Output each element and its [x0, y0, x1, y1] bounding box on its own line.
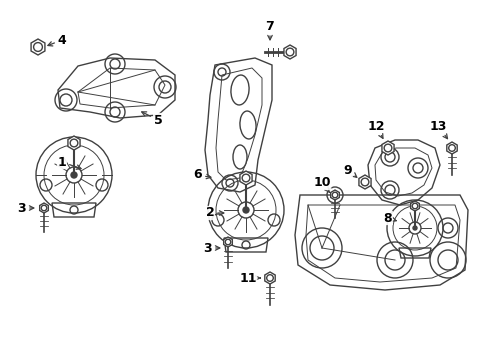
Text: 5: 5 — [142, 112, 162, 126]
Circle shape — [242, 174, 249, 182]
Text: 2: 2 — [205, 207, 224, 220]
Text: 10: 10 — [313, 176, 330, 192]
Text: 1: 1 — [58, 156, 81, 169]
Circle shape — [384, 144, 391, 152]
Circle shape — [34, 42, 42, 51]
Circle shape — [266, 275, 273, 281]
Circle shape — [71, 172, 77, 178]
Ellipse shape — [230, 75, 248, 105]
Ellipse shape — [232, 145, 246, 169]
Ellipse shape — [240, 111, 256, 139]
Text: 9: 9 — [343, 163, 356, 177]
Text: 3: 3 — [203, 242, 220, 255]
Circle shape — [361, 178, 368, 186]
Text: 6: 6 — [193, 168, 210, 181]
Circle shape — [225, 239, 230, 245]
Text: 4: 4 — [48, 33, 66, 46]
Circle shape — [41, 205, 47, 211]
Circle shape — [70, 139, 78, 147]
Text: 11: 11 — [239, 271, 260, 284]
Text: 8: 8 — [383, 211, 395, 225]
Circle shape — [412, 226, 416, 230]
Circle shape — [243, 207, 248, 213]
Text: 7: 7 — [265, 19, 274, 40]
Text: 3: 3 — [18, 202, 34, 215]
Text: 12: 12 — [366, 120, 384, 138]
Circle shape — [411, 203, 417, 209]
Circle shape — [285, 48, 293, 56]
Text: 13: 13 — [428, 120, 447, 139]
Circle shape — [331, 192, 337, 198]
Circle shape — [448, 145, 454, 151]
